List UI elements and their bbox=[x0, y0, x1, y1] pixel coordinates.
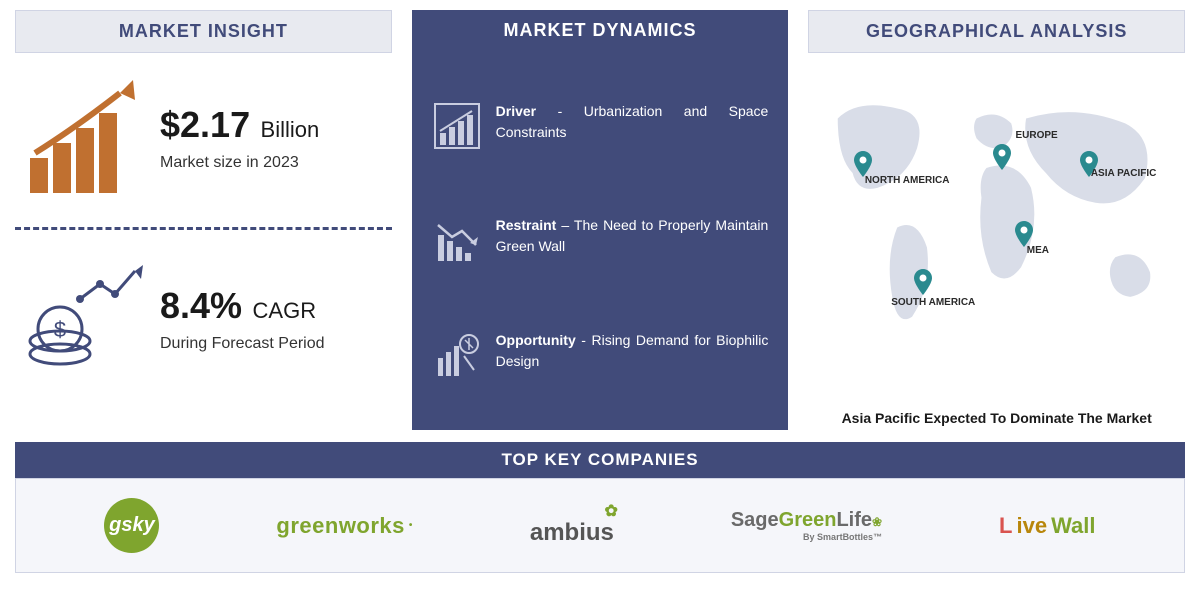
geographical-analysis-header: GEOGRAPHICAL ANALYSIS bbox=[808, 10, 1185, 53]
dashed-separator bbox=[15, 227, 392, 230]
region-label: EUROPE bbox=[1015, 130, 1057, 141]
geographical-analysis-section: GEOGRAPHICAL ANALYSIS NORTH AMERICA EUROP… bbox=[808, 10, 1185, 430]
market-insight-header: MARKET INSIGHT bbox=[15, 10, 392, 53]
chart-up-icon bbox=[432, 101, 482, 151]
opportunity-label: Opportunity bbox=[496, 332, 576, 348]
geo-caption: Asia Pacific Expected To Dominate The Ma… bbox=[808, 402, 1185, 430]
cagr-unit: CAGR bbox=[253, 298, 317, 323]
logo-gsky: gsky bbox=[104, 498, 159, 553]
top-grid: MARKET INSIGHT $2.17 Billion Market size… bbox=[15, 10, 1185, 430]
logo-greenworks: greenworks• bbox=[276, 513, 413, 539]
dynamics-body: Driver - Urbanization and Space Constrai… bbox=[412, 51, 789, 430]
region-label: SOUTH AMERICA bbox=[891, 297, 975, 308]
market-value: $2.17 bbox=[160, 104, 250, 145]
opportunity-text: Opportunity - Rising Demand for Biophili… bbox=[496, 330, 769, 372]
region-label: NORTH AMERICA bbox=[865, 175, 950, 186]
market-subtext: Market size in 2023 bbox=[160, 154, 382, 172]
cagr-value: 8.4% bbox=[160, 285, 242, 326]
market-unit: Billion bbox=[261, 117, 320, 142]
svg-text:$: $ bbox=[54, 317, 66, 342]
bulb-icon bbox=[432, 330, 482, 380]
market-dynamics-header: MARKET DYNAMICS bbox=[412, 10, 789, 51]
market-size-text: $2.17 Billion Market size in 2023 bbox=[160, 104, 382, 172]
world-map: NORTH AMERICA EUROPE ASIA PACIFIC MEA SOUTH … bbox=[808, 53, 1185, 402]
map-pin-icon bbox=[1015, 221, 1033, 247]
dynamics-opportunity: Opportunity - Rising Demand for Biophili… bbox=[432, 330, 769, 380]
companies-row: gsky greenworks• ambius ✿ SageGreenLife❀… bbox=[15, 478, 1185, 573]
region-label: ASIA PACIFIC bbox=[1091, 168, 1157, 179]
region-label: MEA bbox=[1027, 245, 1049, 256]
map-pin-icon bbox=[914, 269, 932, 295]
chart-down-icon bbox=[432, 215, 482, 265]
growth-bars-arrow-icon bbox=[25, 78, 145, 198]
market-insight-section: MARKET INSIGHT $2.17 Billion Market size… bbox=[15, 10, 392, 430]
driver-label: Driver bbox=[496, 103, 536, 119]
leaf-icon: ✿ bbox=[604, 501, 617, 521]
top-key-companies-section: TOP KEY COMPANIES gsky greenworks• ambiu… bbox=[15, 442, 1185, 573]
market-size-row: $2.17 Billion Market size in 2023 bbox=[15, 53, 392, 223]
leaf-icon: ❀ bbox=[872, 515, 882, 529]
logo-sagegreenlife: SageGreenLife❀ By SmartBottles™ bbox=[731, 509, 882, 542]
map-pin-icon bbox=[993, 144, 1011, 170]
cagr-subtext: During Forecast Period bbox=[160, 335, 382, 353]
driver-text: Driver - Urbanization and Space Constrai… bbox=[496, 101, 769, 143]
logo-livewall: LiveWall bbox=[999, 513, 1095, 539]
logo-ambius: ambius ✿ bbox=[530, 505, 614, 547]
top-key-companies-header: TOP KEY COMPANIES bbox=[15, 442, 1185, 478]
gsky-badge-icon: gsky bbox=[104, 498, 159, 553]
restraint-text: Restraint – The Need to Properly Maintai… bbox=[496, 215, 769, 257]
cagr-row: $ 8.4% CAGR During Forecast Period bbox=[15, 234, 392, 404]
market-dynamics-section: MARKET DYNAMICS Driver - Urbanization an… bbox=[412, 10, 789, 430]
map-pin-icon bbox=[854, 151, 872, 177]
restraint-label: Restraint bbox=[496, 217, 557, 233]
dynamics-driver: Driver - Urbanization and Space Constrai… bbox=[432, 101, 769, 151]
dynamics-restraint: Restraint – The Need to Properly Maintai… bbox=[432, 215, 769, 265]
coins-trend-icon: $ bbox=[25, 259, 145, 379]
cagr-text: 8.4% CAGR During Forecast Period bbox=[160, 285, 382, 353]
